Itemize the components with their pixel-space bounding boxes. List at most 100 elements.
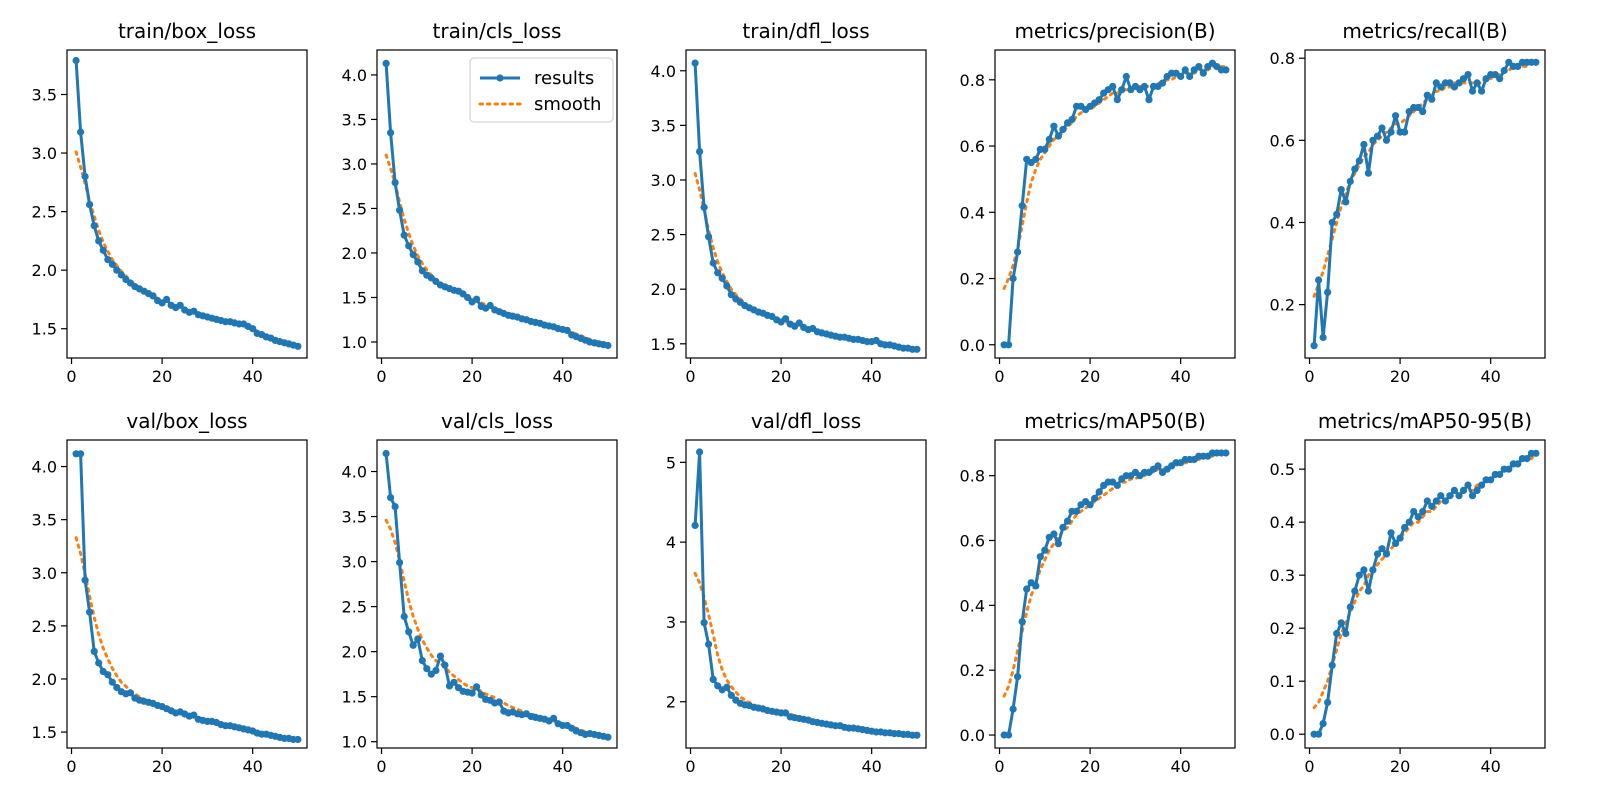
results-point xyxy=(604,733,612,741)
results-point xyxy=(163,295,171,303)
x-tick-label: 20 xyxy=(771,757,791,776)
results-point xyxy=(1054,540,1062,548)
results-point xyxy=(1050,530,1058,538)
results-point xyxy=(391,179,399,187)
y-tick-label: 0.8 xyxy=(960,467,985,486)
results-point xyxy=(1342,198,1350,206)
results-point xyxy=(1145,96,1153,104)
y-tick-label: 3 xyxy=(666,613,676,632)
plot-area xyxy=(1000,449,1230,739)
y-tick-label: 3.0 xyxy=(342,553,367,572)
results-point xyxy=(723,683,731,692)
results-point xyxy=(1195,63,1203,71)
plot-frame xyxy=(685,49,927,359)
x-tick-label: 40 xyxy=(861,757,881,776)
subplot-10: metrics/mAP50-95(B) 0 20 40 0.0 0.1 0.2 0.3 0.4 0… xyxy=(1270,409,1546,776)
legend-results-marker xyxy=(496,74,504,82)
results-point xyxy=(117,271,125,279)
plot-frame xyxy=(376,49,618,359)
results-point xyxy=(1392,539,1400,548)
results-point xyxy=(696,148,704,156)
results-point xyxy=(696,448,704,456)
results-point xyxy=(387,494,395,502)
y-tick-label: 0.6 xyxy=(1270,131,1295,150)
results-point xyxy=(1005,731,1013,739)
smooth-line xyxy=(74,150,300,347)
y-tick-label: 0.4 xyxy=(960,203,985,222)
smooth-line xyxy=(1312,451,1538,710)
results-point xyxy=(409,641,417,649)
results-point xyxy=(705,233,713,241)
results-point xyxy=(709,675,717,684)
results-point xyxy=(1482,75,1490,83)
results-point xyxy=(1496,75,1504,83)
results-point xyxy=(913,731,921,739)
y-tick-label: 0.8 xyxy=(1270,49,1295,68)
subplot-5: metrics/recall(B) 0 20 40 0.2 0.4 0.6 0.8 xyxy=(1270,19,1546,386)
results-line xyxy=(693,63,917,351)
results-point xyxy=(81,576,89,584)
subplot-3: train/dfl_loss 0 20 40 1.5 2.0 2.5 3.0 3.5 4.0 xyxy=(651,19,927,386)
x-tick-label: 20 xyxy=(152,757,172,776)
results-point xyxy=(441,661,449,669)
smooth-line xyxy=(74,536,300,741)
results-point xyxy=(1050,122,1058,130)
results-point xyxy=(418,267,426,275)
results-point xyxy=(1199,69,1207,77)
results-point xyxy=(1045,135,1053,143)
results-point xyxy=(1222,66,1230,74)
results-point xyxy=(108,260,116,268)
x-tick-label: 0 xyxy=(994,367,1004,386)
results-point xyxy=(1473,486,1481,494)
results-point xyxy=(1095,96,1103,104)
results-point xyxy=(414,258,422,266)
results-point xyxy=(1473,79,1481,87)
results-point xyxy=(700,203,708,211)
y-tick-label: 2.5 xyxy=(32,203,57,222)
results-point xyxy=(1401,128,1409,136)
x-tick-label: 40 xyxy=(242,367,262,386)
results-point xyxy=(1450,486,1458,494)
results-point xyxy=(1382,550,1391,558)
results-point xyxy=(1041,145,1049,153)
results-point xyxy=(1351,165,1359,173)
results-point xyxy=(495,698,503,706)
plot-area xyxy=(382,59,612,350)
results-point xyxy=(1086,501,1094,509)
x-tick-label: 20 xyxy=(1390,367,1410,386)
plot-area xyxy=(691,59,921,353)
results-point xyxy=(700,619,708,627)
results-point xyxy=(1333,629,1341,638)
results-point xyxy=(1496,470,1504,479)
results-point xyxy=(190,711,198,719)
results-line xyxy=(1314,451,1536,736)
x-tick-label: 0 xyxy=(685,757,695,776)
results-point xyxy=(1500,66,1508,75)
results-point xyxy=(563,326,571,334)
results-point xyxy=(1514,460,1522,468)
results-point xyxy=(1333,210,1341,218)
results-point xyxy=(400,231,408,239)
results-point xyxy=(1328,661,1336,669)
plot-area xyxy=(1310,449,1540,738)
results-point xyxy=(1177,72,1185,81)
x-tick-label: 40 xyxy=(552,367,572,386)
x-tick-label: 0 xyxy=(1304,367,1314,386)
x-tick-label: 20 xyxy=(1390,757,1410,776)
results-point xyxy=(1369,566,1377,574)
results-point xyxy=(1446,492,1454,500)
results-point xyxy=(90,647,98,656)
results-point xyxy=(1023,585,1031,593)
results-point xyxy=(709,259,717,267)
results-point xyxy=(1032,155,1040,163)
results-point xyxy=(1310,342,1318,350)
results-point xyxy=(1464,71,1472,79)
y-tick-label: 0.6 xyxy=(960,137,985,156)
results-point xyxy=(1014,673,1022,681)
x-tick-label: 20 xyxy=(1080,367,1100,386)
subplot-title: train/cls_loss xyxy=(433,19,562,43)
plot-frame xyxy=(376,439,618,749)
results-point xyxy=(468,689,476,697)
results-point xyxy=(1464,481,1472,489)
x-tick-label: 40 xyxy=(1170,757,1190,776)
